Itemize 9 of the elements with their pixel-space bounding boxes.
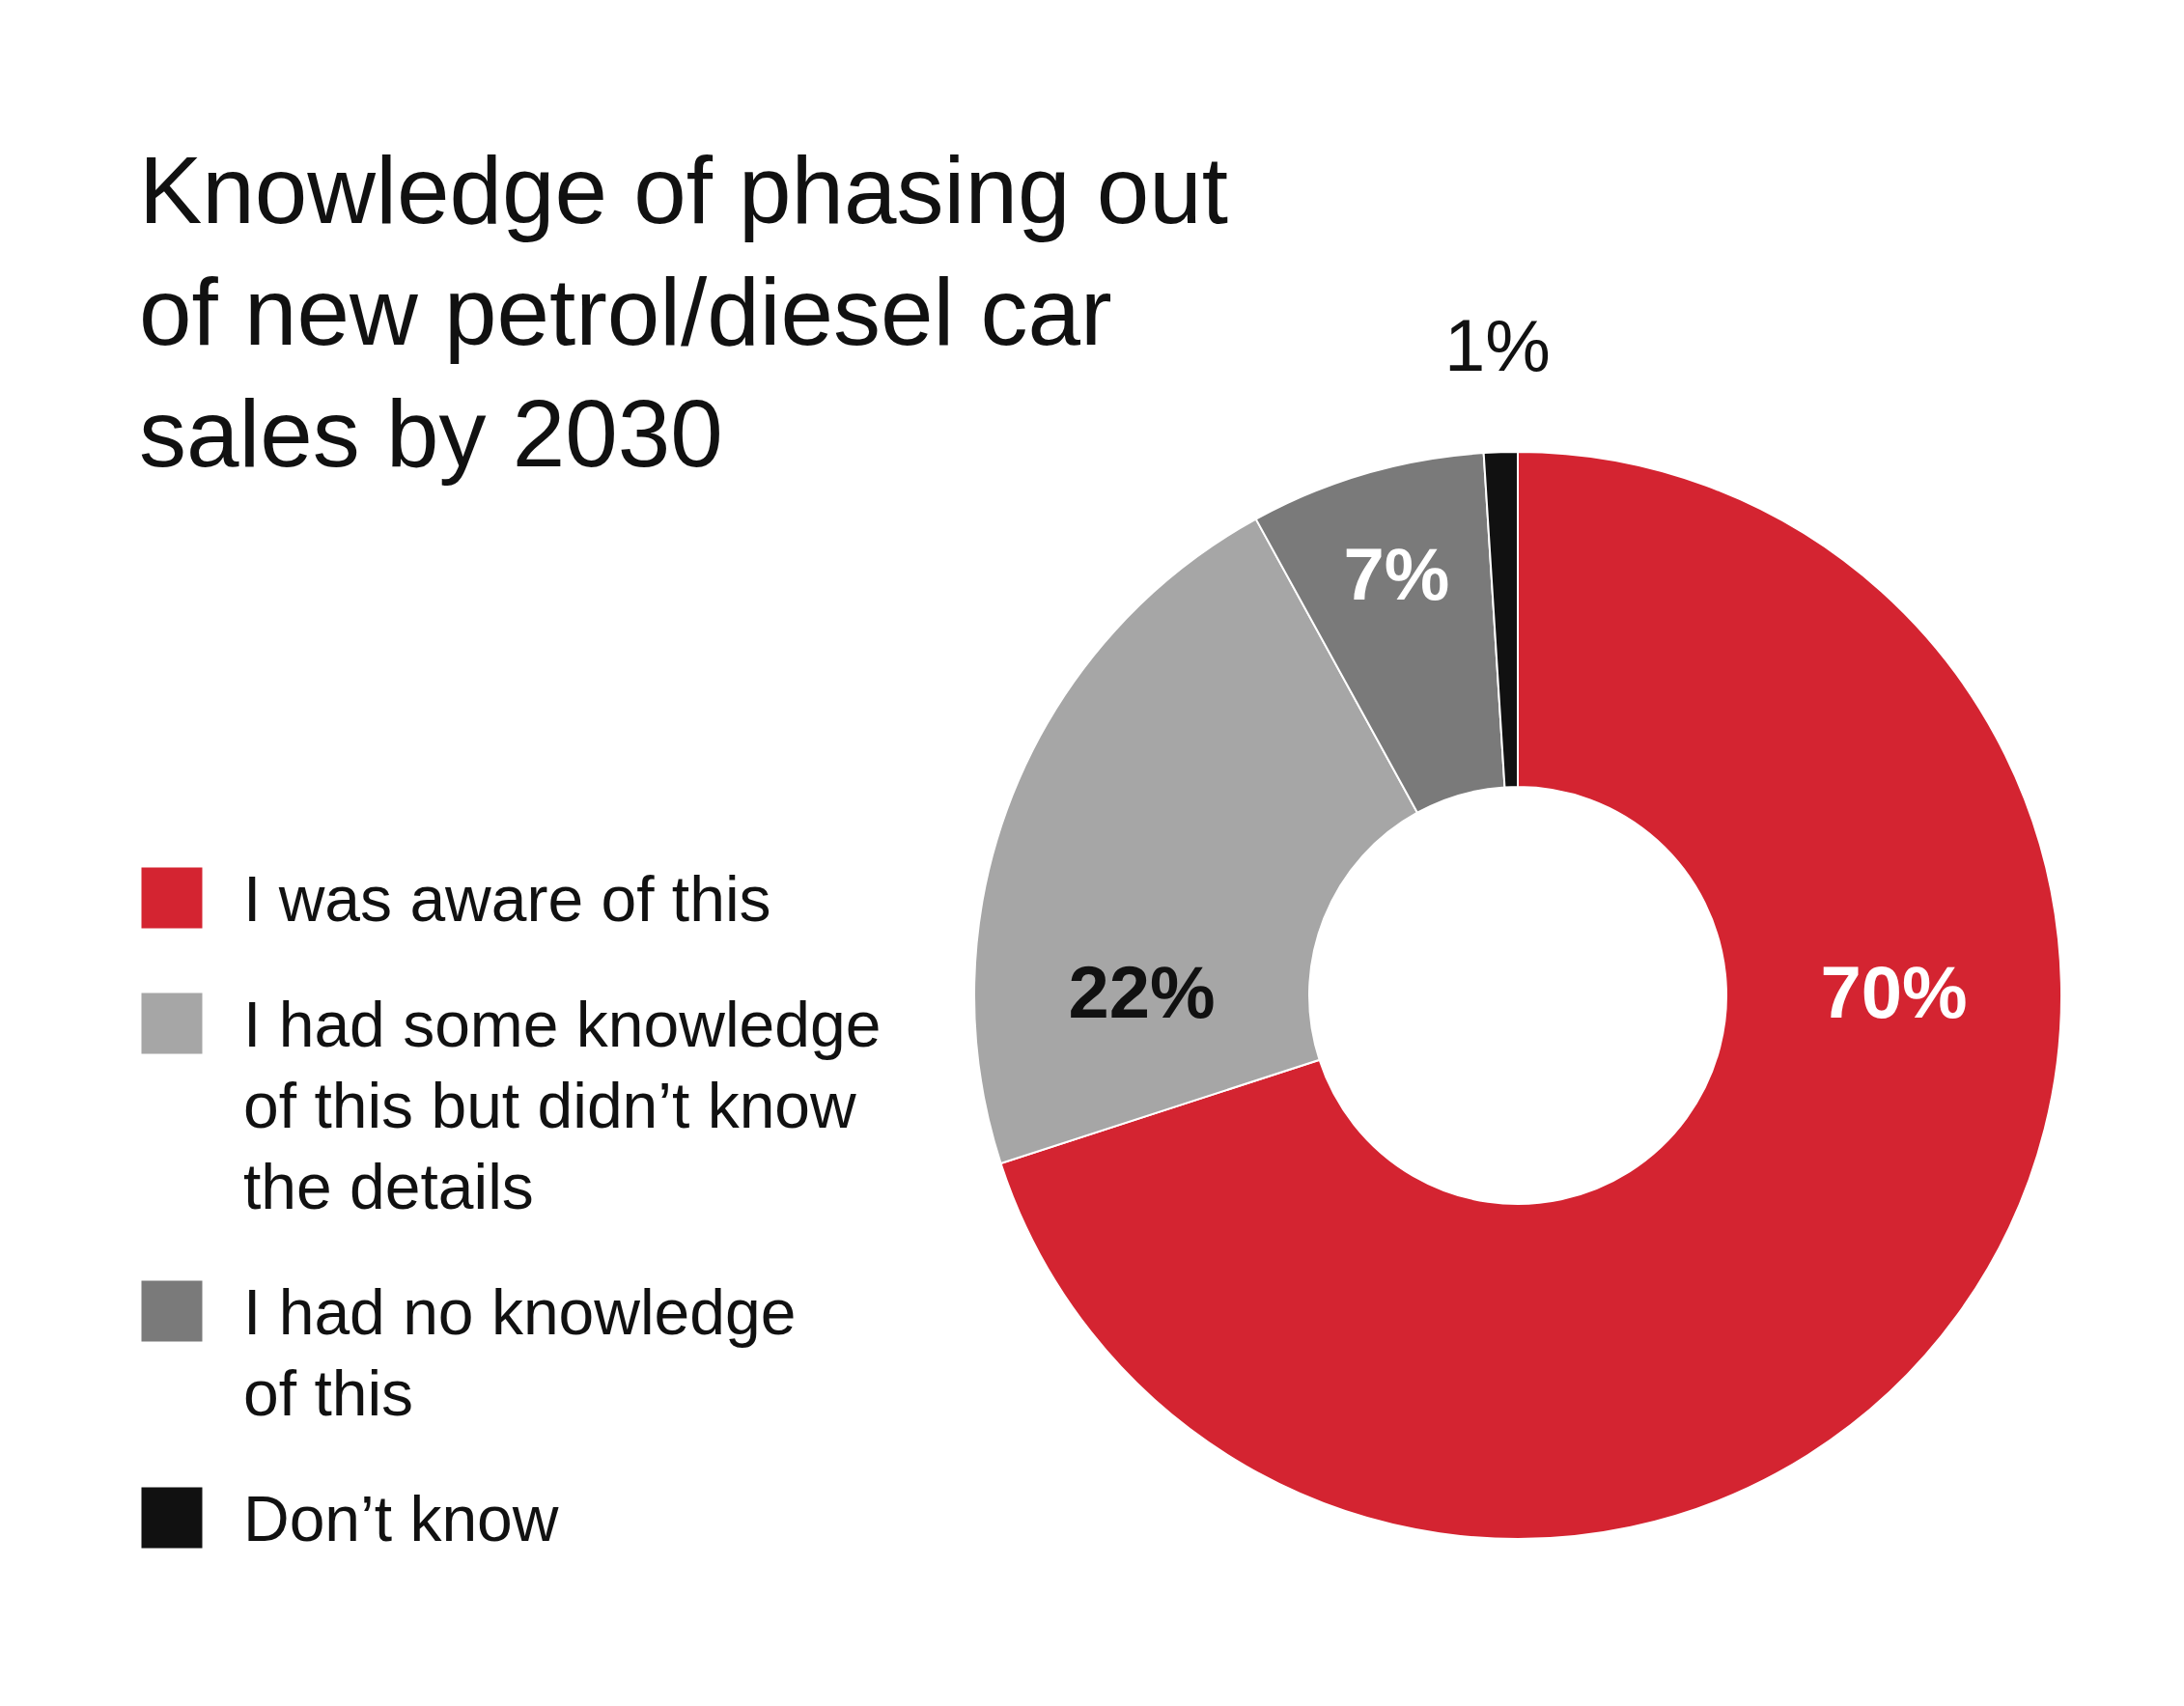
data-label: 70% — [1820, 951, 1968, 1033]
data-label: 1% — [1444, 304, 1551, 387]
legend-label: I had some knowledge of this but didn’t know the details — [243, 988, 882, 1222]
data-label: 22% — [1068, 951, 1216, 1033]
legend-label: Don’t know — [243, 1482, 559, 1554]
legend-label: I had no knowledge of this — [243, 1275, 797, 1429]
legend-label: I was aware of this — [243, 862, 771, 935]
data-label: 7% — [1343, 533, 1450, 616]
chart-title: Knowledge of phasing out of new petrol/diesel car sales by 2030 — [139, 136, 1228, 487]
